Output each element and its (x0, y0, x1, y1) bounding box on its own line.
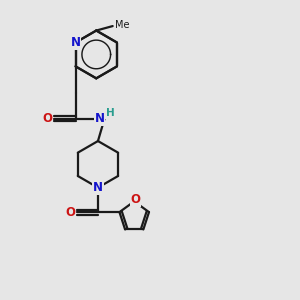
Text: N: N (94, 112, 104, 125)
Text: O: O (43, 112, 52, 125)
Text: O: O (65, 206, 76, 219)
Text: O: O (131, 194, 141, 206)
Text: N: N (93, 181, 103, 194)
Text: Me: Me (115, 20, 130, 30)
Text: N: N (70, 36, 81, 49)
Text: H: H (106, 108, 115, 118)
